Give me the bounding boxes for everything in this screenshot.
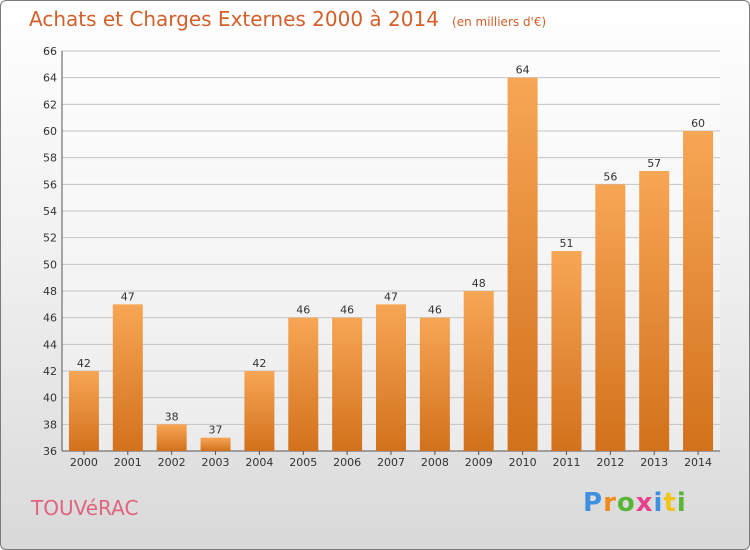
bar-value-label: 47 [384,290,398,303]
y-tick-label: 64 [43,72,57,85]
bar-value-label: 64 [516,64,530,77]
x-tick-label: 2010 [509,456,537,469]
y-tick-label: 60 [43,125,57,138]
chart-subtitle: (en milliers d'€) [452,15,547,29]
bar [68,371,99,451]
x-tick-label: 2011 [552,456,580,469]
y-tick-label: 44 [43,338,57,351]
bar-value-label: 57 [647,157,661,170]
bar-value-label: 56 [603,170,617,183]
y-tick-label: 42 [43,365,57,378]
y-tick-label: 66 [43,45,57,58]
bar-value-label: 46 [340,304,354,317]
y-tick-label: 36 [43,445,57,458]
bar-value-label: 42 [252,357,266,370]
x-tick-label: 2014 [684,456,712,469]
y-tick-label: 38 [43,418,57,431]
bar [244,371,275,451]
x-tick-label: 2005 [289,456,317,469]
bar [332,317,363,451]
x-tick-label: 2000 [70,456,98,469]
bar [595,184,626,452]
bar [288,317,319,451]
y-tick-label: 50 [43,258,57,271]
bar [551,251,582,451]
bar-value-label: 42 [77,357,91,370]
bar-value-label: 46 [296,304,310,317]
bar-value-label: 46 [428,304,442,317]
bar [639,171,670,451]
bar-value-label: 51 [559,237,573,250]
x-tick-label: 2001 [114,456,142,469]
bar [683,131,714,451]
logo-letter: i [653,488,664,518]
logo-letter: o [616,488,636,518]
x-tick-label: 2006 [333,456,361,469]
logo-letter: P [583,488,604,518]
x-tick-label: 2004 [245,456,273,469]
y-tick-label: 54 [43,205,57,218]
bar-value-label: 47 [121,290,135,303]
bar [507,77,538,452]
logo-letter: t [663,488,677,518]
bar [112,304,143,451]
bar-value-label: 60 [691,117,705,130]
y-tick-label: 48 [43,285,57,298]
x-tick-label: 2012 [596,456,624,469]
x-tick-label: 2003 [202,456,230,469]
bar [156,424,187,451]
x-tick-label: 2008 [421,456,449,469]
chart-title: Achats et Charges Externes 2000 à 2014 [29,7,439,31]
title-row: Achats et Charges Externes 2000 à 2014 (… [29,7,546,31]
bar-value-label: 48 [472,277,486,290]
y-tick-label: 40 [43,392,57,405]
commune-name: TOUVéRAC [31,496,139,520]
logo-letter: x [635,488,654,518]
bar [463,291,494,451]
x-tick-label: 2013 [640,456,668,469]
bar [419,317,450,451]
logo-letter: r [603,488,617,518]
bar-value-label: 37 [209,424,223,437]
bar [376,304,406,451]
x-tick-label: 2002 [158,456,186,469]
x-tick-label: 2007 [377,456,405,469]
y-tick-label: 56 [43,178,57,191]
logo-letter: i [676,488,687,518]
y-tick-label: 46 [43,312,57,325]
x-tick-label: 2009 [465,456,493,469]
y-tick-label: 62 [43,98,57,111]
bar [200,437,231,451]
y-tick-label: 52 [43,232,57,245]
proxiti-logo: Proxiti [583,488,687,518]
bar-value-label: 38 [165,410,179,423]
y-tick-label: 58 [43,152,57,165]
